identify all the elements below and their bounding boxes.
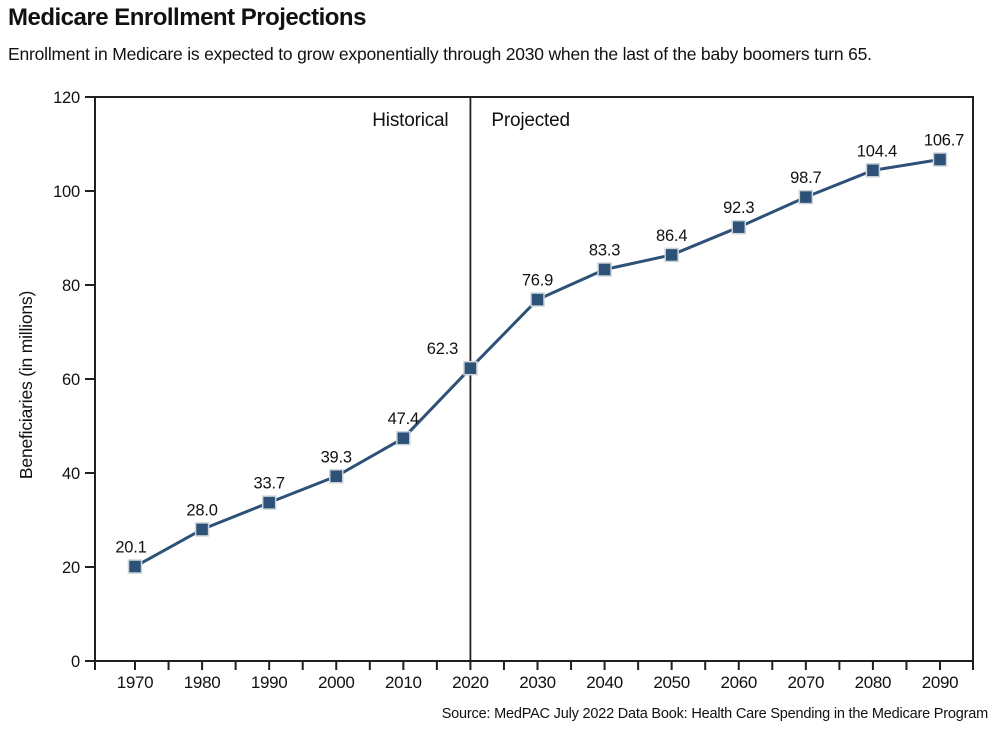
data-point-label: 20.1 (115, 539, 146, 557)
data-point-label: 98.7 (790, 169, 821, 187)
data-point-label: 106.7 (924, 132, 964, 150)
y-tick-label: 60 (62, 371, 80, 389)
data-point-label: 76.9 (522, 272, 553, 290)
data-point-label: 62.3 (427, 340, 458, 358)
region-label-historical: Historical (372, 110, 448, 131)
y-tick-label: 40 (62, 465, 80, 483)
y-tick-label: 100 (53, 183, 80, 201)
x-tick-label: 1990 (251, 673, 288, 692)
x-tick-label: 2030 (519, 673, 556, 692)
x-tick-label: 2080 (855, 673, 892, 692)
x-tick-label: 1980 (184, 673, 221, 692)
x-tick-label: 2060 (720, 673, 757, 692)
data-point-label: 28.0 (186, 501, 217, 519)
data-point-label: 47.4 (388, 410, 419, 428)
x-tick-label: 2070 (788, 673, 825, 692)
data-point-label: 33.7 (254, 475, 285, 493)
data-point-marker (932, 152, 948, 167)
data-point-label: 104.4 (857, 142, 897, 160)
y-tick-label: 120 (53, 89, 80, 107)
data-point-marker (329, 469, 344, 484)
data-point-marker (261, 495, 277, 510)
data-point-marker (865, 163, 881, 178)
x-tick-label: 2010 (385, 673, 422, 692)
data-point-label: 83.3 (589, 241, 620, 259)
data-point-marker (194, 522, 210, 537)
data-point-label: 86.4 (656, 227, 687, 245)
region-label-projected: Projected (491, 110, 569, 131)
data-point-marker (798, 189, 814, 205)
y-tick-label: 20 (62, 559, 80, 577)
chart-subtitle: Enrollment in Medicare is expected to gr… (8, 44, 872, 64)
x-tick-label: 2020 (452, 673, 489, 692)
y-tick-label: 80 (62, 277, 80, 295)
data-point-marker (463, 360, 478, 376)
data-point-marker (597, 262, 612, 277)
data-point-marker (396, 430, 411, 446)
y-axis-title: Beneficiaries (in millions) (16, 291, 36, 479)
data-point-label: 92.3 (723, 199, 754, 217)
data-point-marker (530, 292, 545, 307)
data-point-label: 39.3 (321, 448, 352, 466)
x-tick-label: 2000 (318, 673, 355, 692)
x-tick-label: 1970 (117, 673, 154, 692)
y-tick-label: 0 (71, 653, 80, 671)
trend-line (134, 158, 941, 568)
source-note: Source: MedPAC July 2022 Data Book: Heal… (441, 706, 989, 722)
chart-title: Medicare Enrollment Projections (8, 4, 366, 31)
x-tick-label: 2040 (586, 673, 623, 692)
x-tick-label: 2090 (922, 673, 959, 692)
data-point-marker (731, 219, 746, 235)
x-tick-label: 2050 (653, 673, 690, 692)
data-point-marker (127, 559, 143, 574)
data-point-marker (664, 247, 679, 263)
